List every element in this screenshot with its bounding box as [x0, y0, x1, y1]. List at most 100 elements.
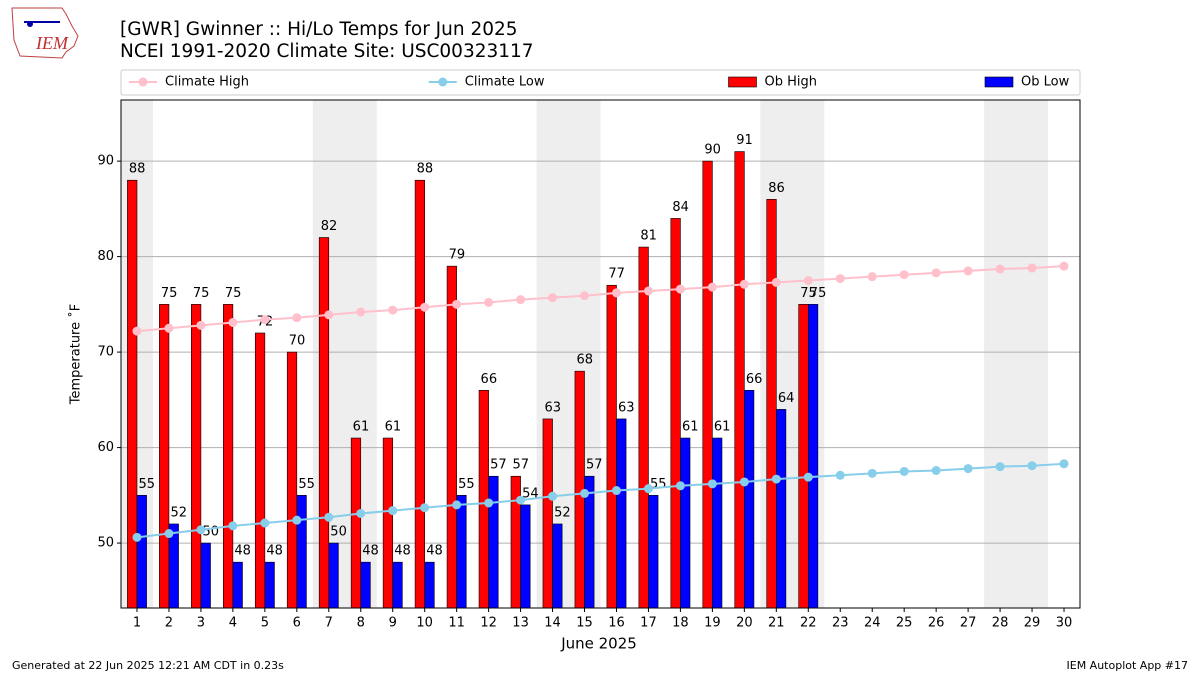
line-marker — [899, 466, 909, 476]
bar — [702, 160, 713, 609]
x-tick-label: 30 — [1056, 616, 1073, 631]
y-tick-label: 70 — [97, 345, 114, 360]
bar — [350, 437, 362, 609]
bar-value-label: 70 — [289, 334, 306, 349]
y-tick-label: 90 — [97, 154, 114, 169]
bar — [606, 284, 617, 609]
line-marker — [803, 472, 813, 482]
line-marker — [1027, 461, 1037, 471]
line-marker — [516, 295, 526, 305]
x-tick-label: 5 — [261, 616, 269, 631]
bar — [414, 179, 425, 609]
line-marker — [484, 498, 494, 508]
line-marker — [388, 506, 398, 516]
line-marker — [132, 532, 142, 542]
bar-value-label: 75 — [810, 286, 827, 301]
bar-value-label: 48 — [394, 544, 411, 559]
bar — [798, 304, 809, 609]
line-marker — [420, 503, 430, 513]
line-marker — [1059, 459, 1069, 469]
x-tick-label: 21 — [768, 616, 785, 631]
line-marker — [995, 462, 1005, 472]
bar — [200, 542, 211, 609]
bar-value-label: 91 — [736, 133, 753, 148]
legend-label: Ob High — [765, 75, 818, 90]
y-tick-label: 80 — [97, 249, 114, 264]
bar — [766, 199, 777, 609]
line-marker — [771, 474, 781, 484]
bar — [328, 542, 339, 609]
x-tick-label: 2 — [165, 616, 173, 631]
x-tick-label: 9 — [389, 616, 397, 631]
line-marker — [452, 500, 462, 510]
footer-left: Generated at 22 Jun 2025 12:21 AM CDT in… — [12, 659, 284, 672]
bar-value-label: 50 — [330, 525, 347, 540]
line-marker — [963, 266, 973, 276]
bar — [286, 351, 298, 609]
x-tick-label: 17 — [640, 616, 657, 631]
x-tick-label: 6 — [293, 616, 301, 631]
chart-title: [GWR] Gwinner :: Hi/Lo Temps for Jun 202… — [120, 19, 518, 40]
bar — [520, 504, 531, 609]
bar-value-label: 61 — [353, 420, 370, 435]
x-tick-label: 10 — [416, 616, 433, 631]
x-tick-label: 13 — [512, 616, 529, 631]
x-tick-label: 15 — [576, 616, 593, 631]
bar — [456, 495, 467, 609]
bar-value-label: 75 — [161, 286, 178, 301]
x-tick-label: 11 — [448, 616, 465, 631]
line-marker — [675, 481, 685, 491]
line-marker — [739, 477, 749, 487]
line-marker — [196, 320, 206, 330]
x-tick-label: 16 — [608, 616, 625, 631]
weekend-shade — [984, 100, 1049, 608]
x-tick-label: 27 — [960, 616, 977, 631]
bar-value-label: 52 — [170, 505, 187, 520]
bar-value-label: 75 — [225, 286, 242, 301]
x-tick-label: 20 — [736, 616, 753, 631]
bar-value-label: 50 — [202, 525, 219, 540]
footer-right: IEM Autoplot App #17 — [1067, 659, 1189, 672]
chart-subtitle: NCEI 1991-2020 Climate Site: USC00323117 — [120, 41, 534, 62]
line-marker — [1027, 263, 1037, 273]
x-tick-label: 3 — [197, 616, 205, 631]
x-axis-label: June 2025 — [560, 635, 637, 653]
line-marker — [1059, 261, 1069, 271]
bar — [159, 304, 170, 609]
bar — [744, 389, 755, 609]
line-marker — [643, 286, 653, 296]
line-marker — [707, 479, 717, 489]
x-tick-label: 25 — [896, 616, 913, 631]
legend-label: Climate Low — [465, 75, 545, 90]
bar — [670, 218, 681, 609]
line-marker — [164, 323, 174, 333]
bar-value-label: 63 — [618, 400, 635, 415]
bar-value-label: 88 — [417, 162, 434, 177]
line-marker — [516, 495, 526, 505]
line-marker — [867, 272, 877, 282]
line-marker — [611, 486, 621, 496]
line-marker — [484, 297, 494, 307]
plot-frame — [120, 99, 1081, 609]
y-tick-label: 50 — [97, 536, 114, 551]
line-marker — [867, 468, 877, 478]
bar — [424, 561, 435, 609]
bar — [392, 561, 403, 609]
line-marker — [675, 284, 685, 294]
bar-value-label: 48 — [362, 544, 379, 559]
bar-value-label: 86 — [768, 181, 785, 196]
bar — [446, 265, 457, 609]
bar-value-label: 61 — [682, 420, 699, 435]
line-marker — [260, 315, 270, 325]
line-marker — [899, 270, 909, 280]
x-tick-label: 26 — [928, 616, 945, 631]
line-marker — [739, 279, 749, 289]
bar-value-label: 66 — [481, 372, 498, 387]
legend-swatch — [138, 77, 148, 87]
bar-value-label: 55 — [139, 477, 156, 492]
x-tick-label: 8 — [357, 616, 365, 631]
bar — [296, 495, 307, 609]
bar — [191, 304, 202, 609]
